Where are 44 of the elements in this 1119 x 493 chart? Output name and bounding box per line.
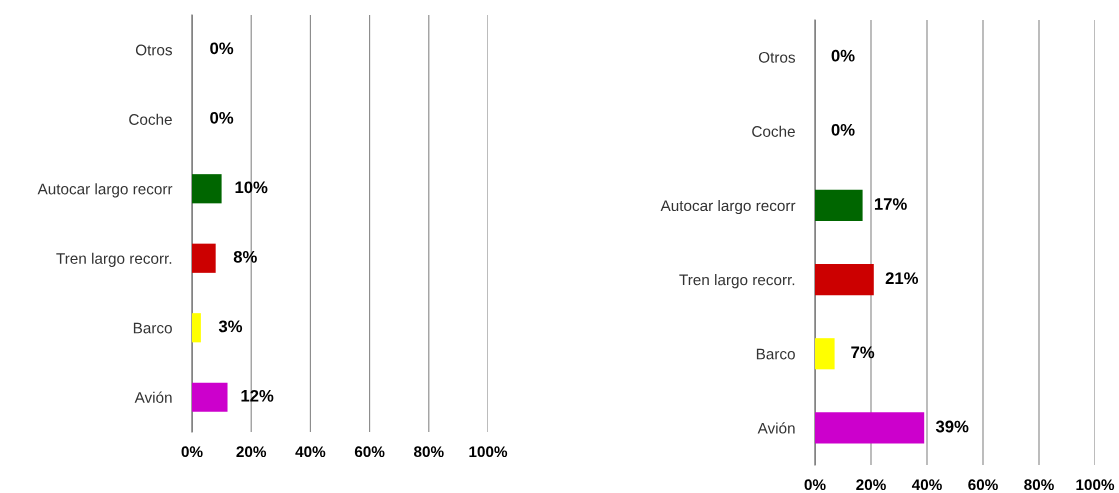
y-tick-label: Avión (134, 391, 172, 403)
x-tick-label: 80% (1024, 479, 1054, 491)
bar (192, 382, 228, 412)
data-label: 17% (874, 198, 907, 210)
y-tick-label: Otros (135, 44, 173, 56)
data-label: 0% (831, 123, 855, 136)
x-tick-label: 60% (354, 446, 385, 458)
bar (815, 338, 835, 370)
data-label: 0% (210, 111, 234, 124)
x-tick-label: 0% (181, 446, 203, 458)
x-tick-label: 80% (414, 446, 444, 458)
y-tick-label: Tren largo recorr. (56, 252, 172, 267)
data-label: 0% (210, 42, 234, 55)
y-tick-label: Barco (133, 322, 172, 334)
data-label: 7% (851, 346, 875, 359)
x-tick-label: 20% (236, 446, 267, 458)
data-label: 21% (885, 272, 919, 285)
y-tick-label: Coche (752, 125, 795, 137)
data-label: 12% (241, 389, 274, 402)
data-label: 10% (235, 181, 268, 194)
y-tick-label: Tren largo recorr. (679, 274, 795, 289)
x-tick-label: 20% (856, 479, 886, 491)
bar (192, 313, 201, 343)
x-tick-label: 0% (804, 479, 826, 491)
data-label: 8% (233, 250, 257, 263)
y-tick-label: Autocar largo recorr (37, 183, 173, 198)
y-tick-label: Barco (756, 348, 795, 360)
bar (192, 174, 222, 204)
bar (815, 189, 863, 221)
data-label: 0% (831, 49, 855, 62)
x-tick-label: 40% (911, 479, 942, 491)
x-tick-label: 100% (1076, 479, 1115, 491)
y-tick-label: Avión (757, 422, 795, 434)
bar (192, 243, 216, 273)
bar (815, 412, 925, 444)
y-tick-label: Otros (758, 51, 796, 63)
x-tick-label: 40% (295, 446, 326, 458)
bar (815, 264, 874, 296)
data-label: 39% (935, 420, 969, 433)
x-tick-label: 100% (469, 446, 508, 458)
data-label: 3% (218, 320, 243, 333)
y-tick-label: Autocar largo recorr (660, 199, 796, 215)
y-tick-label: Coche (129, 113, 172, 125)
x-tick-label: 60% (968, 479, 998, 491)
